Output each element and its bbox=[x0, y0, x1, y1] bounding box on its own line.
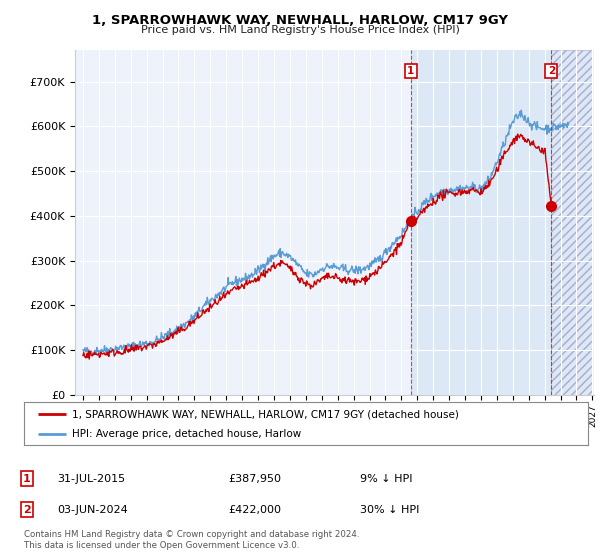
Text: Contains HM Land Registry data © Crown copyright and database right 2024.: Contains HM Land Registry data © Crown c… bbox=[24, 530, 359, 539]
Bar bbox=[410, 50, 592, 395]
Text: 31-JUL-2015: 31-JUL-2015 bbox=[57, 474, 125, 484]
Text: 1: 1 bbox=[407, 66, 414, 76]
Text: This data is licensed under the Open Government Licence v3.0.: This data is licensed under the Open Gov… bbox=[24, 541, 299, 550]
Text: 30% ↓ HPI: 30% ↓ HPI bbox=[360, 505, 419, 515]
Text: 03-JUN-2024: 03-JUN-2024 bbox=[57, 505, 128, 515]
Text: £387,950: £387,950 bbox=[228, 474, 281, 484]
Text: HPI: Average price, detached house, Harlow: HPI: Average price, detached house, Harl… bbox=[72, 430, 301, 440]
Text: Price paid vs. HM Land Registry's House Price Index (HPI): Price paid vs. HM Land Registry's House … bbox=[140, 25, 460, 35]
Text: £422,000: £422,000 bbox=[228, 505, 281, 515]
Text: 1, SPARROWHAWK WAY, NEWHALL, HARLOW, CM17 9GY (detached house): 1, SPARROWHAWK WAY, NEWHALL, HARLOW, CM1… bbox=[72, 409, 459, 419]
Text: 2: 2 bbox=[548, 66, 555, 76]
Text: 1: 1 bbox=[23, 474, 31, 484]
Text: 9% ↓ HPI: 9% ↓ HPI bbox=[360, 474, 413, 484]
Text: 2: 2 bbox=[23, 505, 31, 515]
Text: 1, SPARROWHAWK WAY, NEWHALL, HARLOW, CM17 9GY: 1, SPARROWHAWK WAY, NEWHALL, HARLOW, CM1… bbox=[92, 14, 508, 27]
